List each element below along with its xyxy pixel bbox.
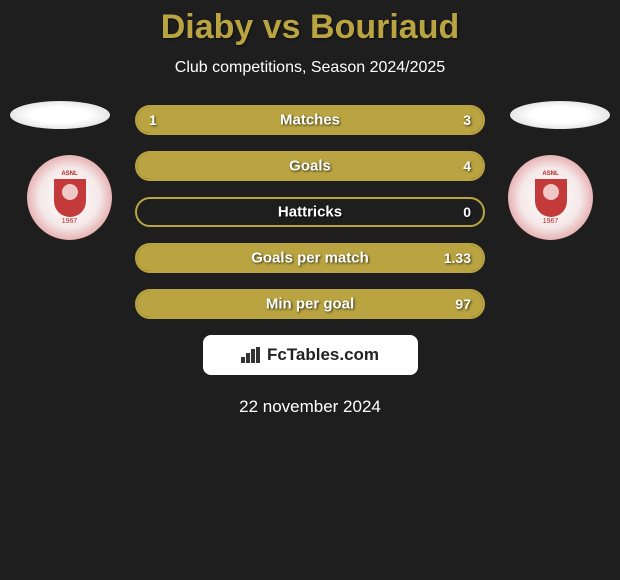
stat-value-right: 4	[463, 158, 471, 174]
stat-bar-goals-per-match: Goals per match 1.33	[135, 243, 485, 273]
logo-text: FcTables.com	[267, 345, 379, 365]
badge-year-right: 1967	[543, 218, 559, 225]
stat-label: Min per goal	[266, 296, 354, 313]
stat-bar-min-per-goal: Min per goal 97	[135, 289, 485, 319]
stat-bar-matches: 1 Matches 3	[135, 105, 485, 135]
stat-label: Matches	[280, 112, 340, 129]
badge-inner-left: ASNL 1967	[40, 168, 100, 228]
player-right-ellipse	[510, 101, 610, 129]
badge-shield-icon	[535, 179, 567, 217]
stat-fill-right	[224, 107, 484, 133]
page-subtitle: Club competitions, Season 2024/2025	[0, 59, 620, 77]
logo-box: FcTables.com	[203, 335, 418, 375]
stat-value-right: 0	[463, 204, 471, 220]
badge-shield-icon	[54, 179, 86, 217]
date-text: 22 november 2024	[0, 397, 620, 417]
stat-label: Goals per match	[251, 250, 369, 267]
badge-name-left: ASNL	[61, 171, 77, 177]
player-right-badge: ASNL 1967	[508, 155, 593, 240]
stat-label: Goals	[289, 158, 331, 175]
badge-year-left: 1967	[62, 218, 78, 225]
footer: FcTables.com 22 november 2024	[0, 335, 620, 417]
player-left-ellipse	[10, 101, 110, 129]
stat-value-right: 1.33	[444, 250, 471, 266]
badge-name-right: ASNL	[542, 171, 558, 177]
header: Diaby vs Bouriaud Club competitions, Sea…	[0, 0, 620, 77]
stat-value-right: 97	[455, 296, 471, 312]
bar-chart-icon	[241, 347, 261, 363]
badge-inner-right: ASNL 1967	[521, 168, 581, 228]
stat-value-left: 1	[149, 112, 157, 128]
player-left-badge: ASNL 1967	[27, 155, 112, 240]
stat-bar-goals: Goals 4	[135, 151, 485, 181]
stats-container: 1 Matches 3 Goals 4 Hattricks 0 Goals pe…	[135, 105, 485, 319]
stat-bar-hattricks: Hattricks 0	[135, 197, 485, 227]
page-title: Diaby vs Bouriaud	[0, 8, 620, 47]
stat-value-right: 3	[463, 112, 471, 128]
comparison-area: ASNL 1967 ASNL 1967 1 Matches 3 Goals 4	[0, 105, 620, 319]
stat-label: Hattricks	[278, 204, 342, 221]
